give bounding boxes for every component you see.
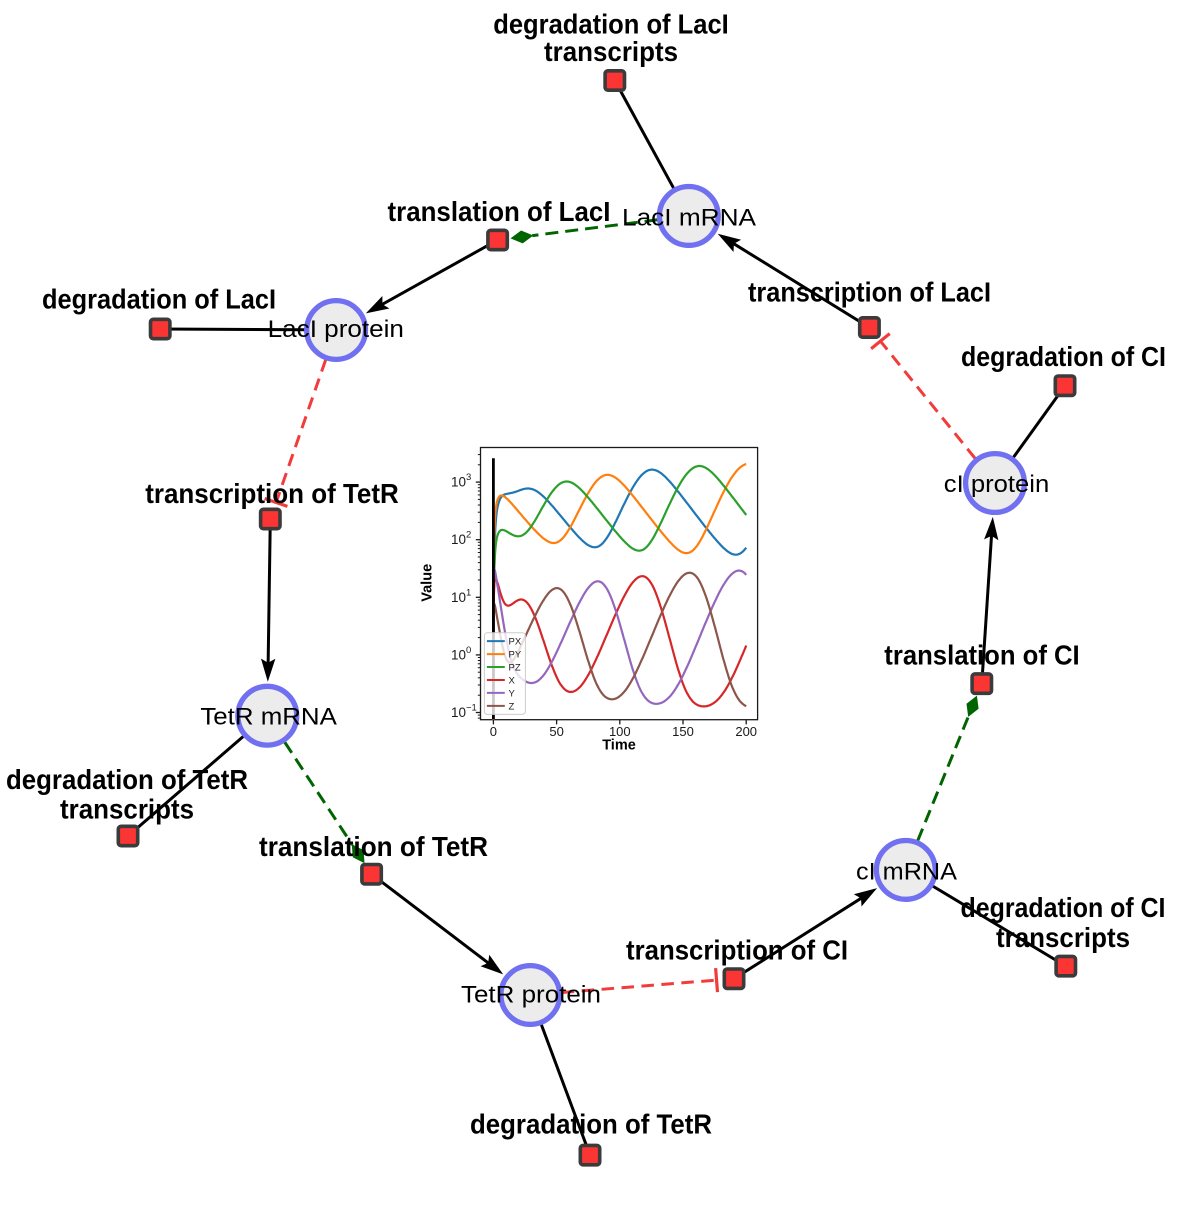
svg-text:Y: Y [509,689,516,700]
svg-text:translation of LacI: translation of LacI [388,196,611,227]
svg-text:transcription of TetR: transcription of TetR [145,478,399,509]
svg-text:LacI mRNA: LacI mRNA [622,205,756,232]
svg-text:10: 10 [451,532,466,547]
svg-text:degradation of TetR: degradation of TetR [6,764,248,795]
svg-text:10: 10 [451,590,466,605]
svg-text:0: 0 [490,724,497,739]
svg-text:cI mRNA: cI mRNA [856,858,957,885]
svg-text:translation of TetR: translation of TetR [259,831,488,862]
svg-text:TetR protein: TetR protein [461,981,601,1008]
svg-text:cI protein: cI protein [944,471,1049,498]
svg-text:transcription of LacI: transcription of LacI [748,276,991,307]
svg-text:degradation of CI: degradation of CI [961,341,1166,372]
svg-text:2: 2 [466,530,471,541]
svg-text:transcription of CI: transcription of CI [626,934,848,965]
svg-text:Value: Value [420,564,436,602]
svg-text:LacI protein: LacI protein [268,316,404,343]
svg-text:3: 3 [466,472,471,483]
svg-text:1: 1 [466,587,471,598]
svg-text:PZ: PZ [509,663,521,674]
svg-text:Z: Z [509,702,515,713]
svg-text:transcripts: transcripts [996,922,1130,953]
svg-text:200: 200 [735,724,757,739]
svg-text:translation of CI: translation of CI [884,640,1079,671]
svg-text:degradation of CI: degradation of CI [961,892,1166,923]
svg-text:0: 0 [466,645,471,656]
svg-text:TetR mRNA: TetR mRNA [200,703,337,730]
svg-text:50: 50 [549,724,563,739]
svg-text:100: 100 [609,724,631,739]
svg-text:degradation of TetR: degradation of TetR [470,1109,712,1140]
svg-text:10: 10 [451,475,466,490]
svg-text:transcripts: transcripts [544,36,678,67]
svg-text:PX: PX [509,637,522,648]
svg-text:degradation of LacI: degradation of LacI [493,8,729,39]
svg-text:degradation of LacI: degradation of LacI [42,283,276,314]
svg-text:PY: PY [509,650,522,661]
svg-text:Time: Time [602,738,636,754]
svg-text:transcripts: transcripts [60,794,194,825]
svg-text:10: 10 [451,705,466,720]
svg-text:10: 10 [451,647,466,662]
svg-text:X: X [509,676,516,687]
svg-text:−1: −1 [466,703,477,714]
svg-text:150: 150 [672,724,694,739]
